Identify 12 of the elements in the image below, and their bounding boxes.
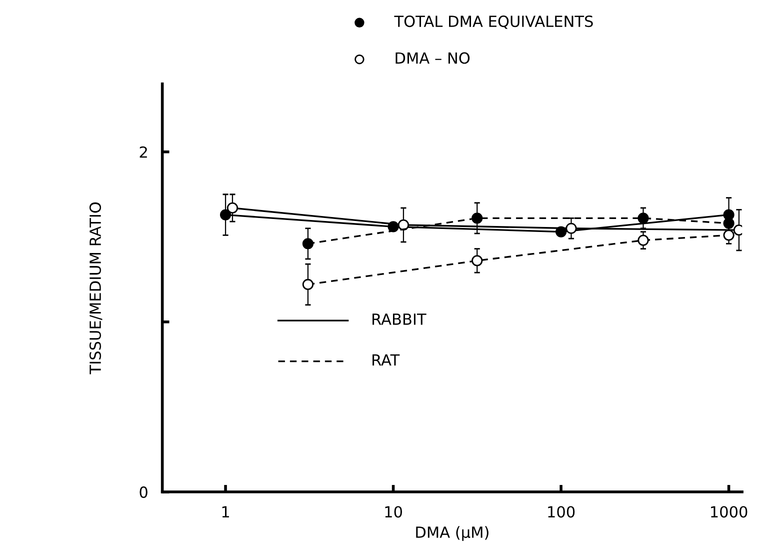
annotation: RABBIT xyxy=(372,314,426,325)
x-axis-title: DMA (µM) xyxy=(416,526,488,541)
text: TOTAL DMA EQUIVALENTS xyxy=(394,16,593,29)
annotation: RAT xyxy=(372,354,400,366)
x-tick-label: 10 xyxy=(385,506,402,518)
y-axis-title: TISSUE/MEDIUM RATIO xyxy=(89,202,102,374)
y-tick-label: 2 xyxy=(140,146,147,158)
x-tick-label: 1 xyxy=(222,506,229,518)
text: DMA – NO xyxy=(396,52,470,64)
x-tick-label: 1000 xyxy=(711,506,748,518)
x-tick-label: 100 xyxy=(548,506,575,518)
y-tick-label: 0 xyxy=(140,486,148,498)
